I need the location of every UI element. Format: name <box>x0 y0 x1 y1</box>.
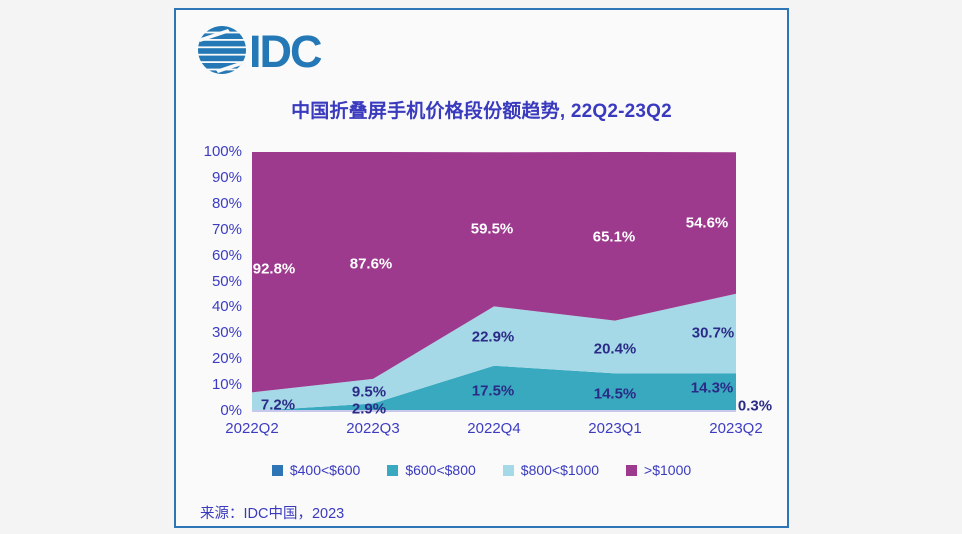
y-tick-label: 0% <box>220 402 242 419</box>
value-label: 7.2% <box>260 396 296 414</box>
value-label: 92.8% <box>252 260 296 278</box>
y-tick-label: 70% <box>211 220 242 238</box>
legend-item: $400<$600 <box>271 462 361 478</box>
value-label: 2.9% <box>351 400 387 418</box>
source-note: 来源：IDC中国，2023 <box>200 506 345 522</box>
chart-area: 100% 90% 80% 70% 60% 50% 40% 30% 20% 10% 0% 2022Q2… <box>176 10 787 526</box>
legend-item: $800<$1000 <box>502 462 600 478</box>
legend-swatch-icon <box>271 464 283 476</box>
y-tick-label: 40% <box>211 298 242 316</box>
value-label: 14.3% <box>690 379 734 397</box>
value-label: 54.6% <box>685 214 729 232</box>
legend-item: >$1000 <box>626 462 691 478</box>
value-label: 87.6% <box>349 255 393 273</box>
y-tick-label: 90% <box>211 168 242 186</box>
area-series <box>252 365 736 411</box>
x-tick-label: 2022Q4 <box>467 420 521 437</box>
legend-swatch-icon <box>502 464 514 476</box>
y-tick-label: 100% <box>203 143 242 160</box>
value-label: 30.7% <box>691 324 735 342</box>
chart-title: 中国折叠屏手机价格段份额趋势, 22Q2-23Q2 <box>291 101 672 122</box>
value-label: 59.5% <box>470 220 514 238</box>
y-tick-label: 30% <box>211 324 242 342</box>
value-label: 9.5% <box>351 383 387 401</box>
value-label: 14.5% <box>593 385 637 403</box>
area-series <box>252 152 736 393</box>
value-label: 22.9% <box>471 328 515 346</box>
legend: $400<$600 $600<$800 $800<$1000 >$1000 <box>176 462 787 478</box>
legend-label: $800<$1000 <box>520 462 600 478</box>
idc-logo-text: IDC <box>249 26 322 77</box>
y-tick-label: 60% <box>211 246 242 264</box>
idc-globe-icon: IDC <box>198 26 324 77</box>
y-tick-label: 10% <box>211 376 242 394</box>
y-tick-label: 50% <box>211 272 242 290</box>
x-tick-label: 2022Q3 <box>346 420 400 437</box>
area-series <box>252 293 736 411</box>
stacked-area-plot <box>252 152 736 411</box>
x-tick-label: 2023Q1 <box>588 420 642 437</box>
legend-label: $600<$800 <box>405 462 476 478</box>
y-tick-label: 80% <box>211 194 242 212</box>
legend-swatch-icon <box>626 464 638 476</box>
idc-logo: IDC <box>196 23 346 77</box>
value-label: 17.5% <box>471 382 515 400</box>
value-label: 20.4% <box>593 340 637 358</box>
legend-swatch-icon <box>387 464 399 476</box>
legend-label: $400<$600 <box>289 462 361 478</box>
x-axis-line <box>252 410 736 412</box>
chart-card: IDC 中国折叠屏手机价格段份额趋势, 22Q2-23Q2 100% 90% 80%… <box>174 8 789 528</box>
legend-item: $600<$800 <box>387 462 476 478</box>
legend-label: >$1000 <box>644 462 692 478</box>
y-tick-label: 20% <box>211 350 242 368</box>
value-label: 0.3% <box>737 397 773 415</box>
x-tick-label: 2022Q2 <box>225 420 279 437</box>
x-tick-label: 2023Q2 <box>709 420 763 437</box>
value-label: 65.1% <box>592 228 636 246</box>
